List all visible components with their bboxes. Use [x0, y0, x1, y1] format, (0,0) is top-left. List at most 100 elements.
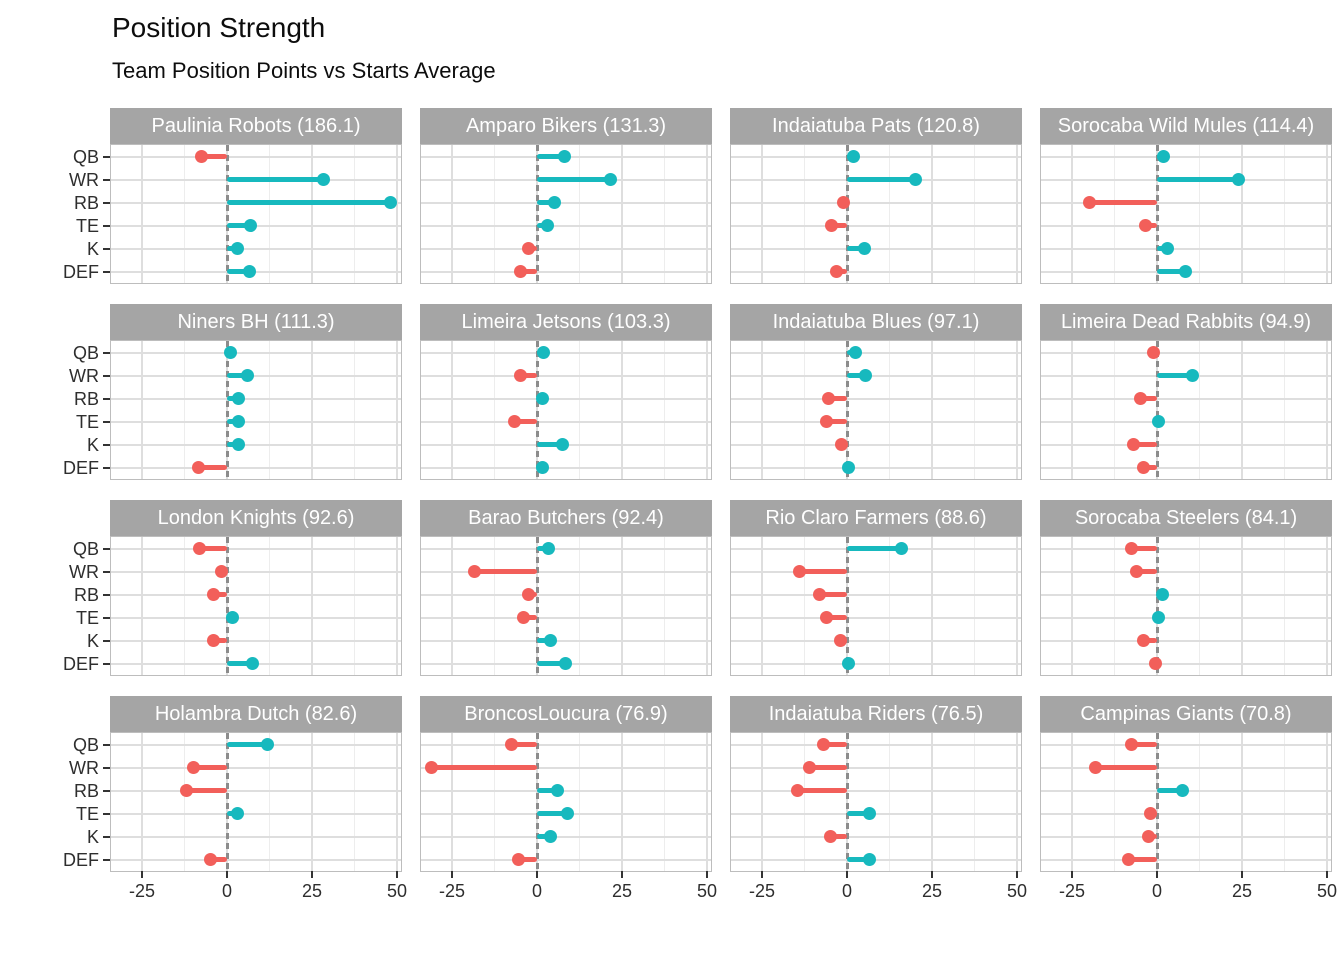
- gridline-minor: [1114, 733, 1115, 871]
- zero-reference-line: [845, 733, 849, 871]
- y-axis-tick: [103, 178, 110, 181]
- lollipop-stem-qb: [823, 742, 847, 747]
- lollipop-stem-te: [847, 811, 870, 816]
- gridline-major: [1241, 341, 1243, 479]
- lollipop-dot-k: [522, 242, 535, 255]
- lollipop-stem-k: [537, 638, 551, 643]
- lollipop-dot-te: [825, 219, 839, 232]
- y-axis-tick: [103, 420, 110, 423]
- gridline-major: [1326, 145, 1328, 283]
- lollipop-dot-rb: [383, 196, 397, 209]
- lollipop-stem-def: [537, 661, 566, 666]
- lollipop-stem-te: [523, 615, 537, 620]
- gridline-category: [731, 351, 1021, 354]
- gridline-major: [761, 537, 763, 675]
- lollipop-dot-te: [1152, 611, 1166, 624]
- facet-panel: [730, 144, 1022, 284]
- gridline-category: [1041, 201, 1331, 204]
- gridline-minor: [1114, 145, 1115, 283]
- gridline-major: [1071, 145, 1073, 283]
- gridline-category: [421, 570, 711, 573]
- facet-panel: [420, 144, 712, 284]
- gridline-category: [421, 270, 711, 273]
- lollipop-dot-wr: [603, 173, 617, 186]
- gridline-minor: [664, 733, 665, 871]
- y-axis-tick: [103, 593, 110, 596]
- lollipop-dot-qb: [849, 346, 862, 359]
- gridline-category: [731, 443, 1021, 446]
- y-axis-tick: [103, 766, 110, 769]
- facet-title: Amparo Bikers (131.3): [420, 108, 712, 144]
- gridline-category: [1041, 247, 1331, 250]
- lollipop-dot-k: [857, 242, 871, 255]
- lollipop-stem-te: [514, 419, 537, 424]
- lollipop-stem-def: [227, 661, 253, 666]
- lollipop-stem-wr: [1157, 373, 1193, 378]
- gridline-major: [706, 145, 708, 283]
- facet-title: Barao Butchers (92.4): [420, 500, 712, 536]
- facet-panel: [420, 340, 712, 480]
- facet-panel: QB WR RB TE K DEF -25 0 25 50: [63, 732, 407, 901]
- gridline-category: [421, 201, 711, 204]
- lollipop-stem-rb: [819, 592, 847, 597]
- x-axis-tick: [931, 871, 933, 878]
- facet-panel: [420, 536, 712, 676]
- lollipop-dot-def: [1179, 265, 1193, 278]
- gridline-major: [931, 341, 933, 479]
- gridline-major: [621, 341, 623, 479]
- lollipop-stem-qb: [227, 742, 268, 747]
- y-axis-label-wr: WR: [69, 757, 99, 778]
- zero-reference-line: [535, 341, 539, 479]
- gridline-category: [421, 616, 711, 619]
- gridline-minor: [889, 341, 890, 479]
- gridline-category: [111, 570, 401, 573]
- lollipop-dot-te: [1143, 807, 1157, 820]
- x-axis-tick: [846, 871, 848, 878]
- gridline-major: [1326, 733, 1328, 871]
- lollipop-stem-def: [210, 857, 227, 862]
- lollipop-dot-te: [540, 219, 554, 232]
- gridline-category: [111, 351, 401, 354]
- lollipop-stem-wr: [474, 569, 537, 574]
- lollipop-dot-te: [1138, 219, 1152, 232]
- lollipop-stem-rb: [186, 788, 227, 793]
- y-axis-label-qb: QB: [72, 538, 99, 559]
- lollipop-dot-qb: [542, 542, 556, 555]
- gridline-minor: [1284, 145, 1285, 283]
- chart-subtitle: Team Position Points vs Starts Average: [112, 58, 496, 83]
- gridline-major: [706, 341, 708, 479]
- gridline-category: [1041, 812, 1331, 815]
- lollipop-dot-qb: [537, 346, 551, 359]
- gridline-major: [1326, 537, 1328, 675]
- lollipop-dot-def: [842, 461, 856, 474]
- y-axis-label-wr: WR: [69, 561, 99, 582]
- facet-sorocaba-steelers: Sorocaba Steelers (84.1): [1040, 500, 1332, 676]
- lollipop-dot-wr: [513, 369, 527, 382]
- gridline-major: [451, 145, 453, 283]
- x-axis-tick: [1071, 871, 1073, 878]
- gridline-category: [1041, 351, 1331, 354]
- gridline-major: [761, 145, 763, 283]
- lollipop-stem-def: [518, 857, 537, 862]
- lollipop-dot-def: [1121, 853, 1135, 866]
- lollipop-dot-rb: [206, 588, 220, 601]
- lollipop-dot-wr: [803, 761, 817, 774]
- lollipop-stem-k: [847, 246, 864, 251]
- gridline-major: [141, 145, 143, 283]
- lollipop-dot-qb: [261, 738, 275, 751]
- lollipop-dot-def: [191, 461, 205, 474]
- facet-panel: -25 0 25 50: [420, 732, 717, 901]
- zero-reference-line: [845, 537, 849, 675]
- facet-title: London Knights (92.6): [110, 500, 402, 536]
- lollipop-dot-k: [1160, 242, 1174, 255]
- facet-barao-butchers: Barao Butchers (92.4): [420, 500, 712, 676]
- gridline-minor: [494, 537, 495, 675]
- gridline-category: [111, 443, 401, 446]
- lollipop-dot-def: [246, 657, 259, 670]
- gridline-minor: [354, 537, 355, 675]
- facet-paulinia-robots: Paulinia Robots (186.1) QB WR RB TE K DEF: [63, 108, 402, 284]
- lollipop-stem-rb: [1089, 200, 1157, 205]
- zero-reference-line: [1155, 733, 1159, 871]
- zero-reference-line: [845, 341, 849, 479]
- lollipop-stem-qb: [199, 546, 227, 551]
